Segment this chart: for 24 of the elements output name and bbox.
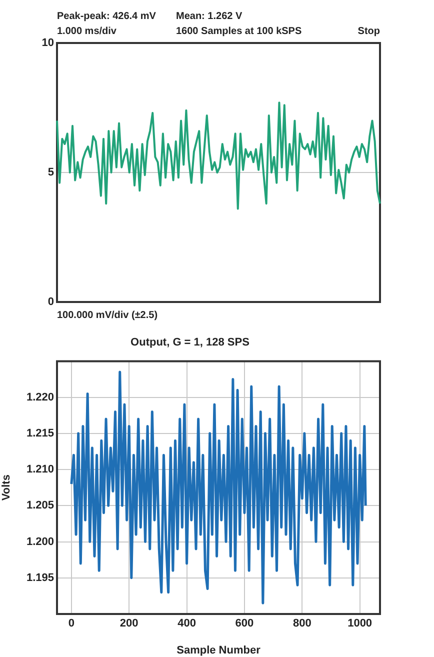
text: 100.000 mV/div (±2.5)	[57, 310, 158, 321]
y-tick-label: 1.210	[26, 464, 54, 476]
y-tick-label: 1.200	[26, 536, 54, 548]
text: 1.000 ms/div	[57, 26, 117, 37]
y-tick-label: 1.205	[26, 500, 54, 512]
y-tick-label: 1.195	[26, 572, 54, 584]
text: 1600 Samples at 100 kSPS	[176, 26, 302, 37]
text: Peak-peak: 426.4 mV	[57, 10, 156, 22]
y-tick-label: 1.220	[26, 391, 54, 404]
x-axis-title: Sample Number	[176, 644, 262, 656]
chart-title: Output, G = 1, 128 SPS	[130, 336, 250, 349]
y-tick-label: 0	[48, 296, 54, 308]
text: Mean: 1.262 V	[176, 10, 242, 22]
text: Stop	[358, 26, 380, 37]
y-tick-label: 1.215	[26, 427, 54, 440]
y-tick-label: 10	[42, 37, 54, 50]
x-tick-label: 600	[235, 618, 254, 630]
x-tick-label: 200	[120, 618, 138, 630]
x-tick-label: 0	[68, 618, 74, 630]
y-axis-title: Volts	[0, 474, 13, 501]
x-tick-label: 800	[292, 618, 312, 630]
x-tick-label: 1000	[348, 618, 372, 630]
x-tick-label: 400	[178, 618, 196, 630]
y-tick-label: 5	[48, 166, 54, 179]
